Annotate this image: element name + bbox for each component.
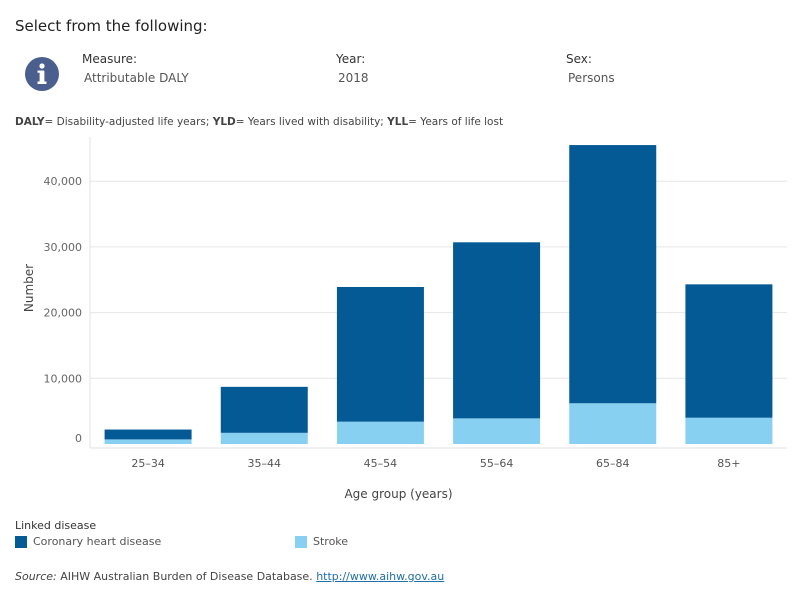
def-yll-text: = Years of life lost bbox=[408, 116, 504, 128]
filter-measure[interactable]: Measure: Attributable DALY bbox=[82, 52, 189, 85]
def-daly-text: = Disability-adjusted life years; bbox=[44, 116, 213, 128]
bar-stroke[interactable] bbox=[104, 439, 192, 444]
x-tick-label: 85+ bbox=[717, 457, 740, 470]
select-title: Select from the following: bbox=[15, 17, 208, 35]
filter-year[interactable]: Year: 2018 bbox=[336, 52, 369, 85]
y-tick-label: 10,000 bbox=[44, 372, 83, 385]
bar-coronary[interactable] bbox=[336, 286, 424, 422]
legend-swatch-coronary bbox=[15, 535, 27, 548]
filter-year-value[interactable]: 2018 bbox=[338, 71, 369, 85]
bar-coronary[interactable] bbox=[569, 145, 657, 404]
bar-coronary[interactable] bbox=[220, 386, 308, 433]
def-daly-abbr: DALY bbox=[15, 116, 45, 128]
source-note: Source: AIHW Australian Burden of Diseas… bbox=[15, 570, 444, 583]
filter-year-label: Year: bbox=[336, 52, 366, 66]
y-tick-label: 40,000 bbox=[44, 175, 83, 188]
def-yll-abbr: YLL bbox=[387, 116, 409, 128]
bar-stroke[interactable] bbox=[220, 432, 308, 444]
legend-label-stroke: Stroke bbox=[313, 535, 349, 548]
y-tick-label: 0 bbox=[75, 432, 82, 445]
x-tick-label: 25–34 bbox=[131, 457, 165, 470]
legend-swatch-stroke bbox=[295, 535, 307, 548]
filter-measure-value[interactable]: Attributable DALY bbox=[84, 71, 189, 85]
bar-stroke[interactable] bbox=[685, 417, 773, 444]
filter-sex[interactable]: Sex: Persons bbox=[566, 52, 615, 85]
bar-chart: 0 10,000 20,000 30,000 40,000 25–34 35–44 45–54… bbox=[22, 137, 787, 501]
def-yld-text: = Years lived with disability; bbox=[235, 116, 388, 128]
def-yld-abbr: YLD bbox=[212, 116, 236, 128]
bar-coronary[interactable] bbox=[685, 284, 773, 418]
legend-item-coronary[interactable]: Coronary heart disease bbox=[15, 535, 161, 548]
y-tick-label: 30,000 bbox=[44, 241, 83, 254]
x-axis-title: Age group (years) bbox=[344, 487, 452, 501]
x-tick-label: 35–44 bbox=[248, 457, 282, 470]
bar-stroke[interactable] bbox=[569, 403, 657, 444]
filter-sex-label: Sex: bbox=[566, 52, 592, 66]
bar-coronary[interactable] bbox=[104, 429, 192, 440]
x-tick-label: 45–54 bbox=[364, 457, 398, 470]
legend-label-coronary: Coronary heart disease bbox=[33, 535, 162, 548]
bar-stroke[interactable] bbox=[453, 418, 541, 444]
source-link[interactable]: http://www.aihw.gov.au bbox=[316, 570, 445, 583]
x-tick-label: 65–84 bbox=[596, 457, 630, 470]
source-prefix: Source: bbox=[15, 570, 57, 583]
legend-item-stroke[interactable]: Stroke bbox=[295, 535, 348, 548]
bar-coronary[interactable] bbox=[453, 242, 541, 419]
bar-stroke[interactable] bbox=[336, 421, 424, 444]
filter-sex-value[interactable]: Persons bbox=[568, 71, 615, 85]
filter-measure-label: Measure: bbox=[82, 52, 138, 66]
y-axis-title: Number bbox=[22, 264, 36, 312]
x-tick-label: 55–64 bbox=[480, 457, 514, 470]
abbreviation-definitions: DALY= Disability-adjusted life years; YL… bbox=[15, 116, 503, 128]
info-icon[interactable] bbox=[25, 57, 59, 91]
source-text: AIHW Australian Burden of Disease Databa… bbox=[56, 570, 317, 583]
y-tick-label: 20,000 bbox=[44, 307, 83, 320]
legend-title: Linked disease bbox=[15, 519, 97, 532]
